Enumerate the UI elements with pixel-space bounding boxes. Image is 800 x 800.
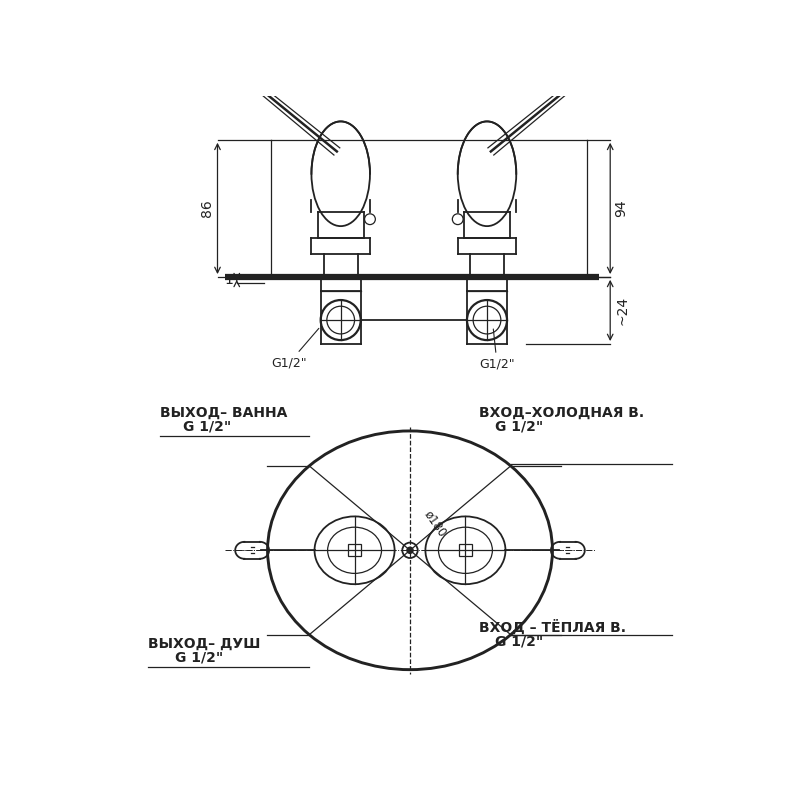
- Bar: [349, 544, 361, 557]
- Text: ВХОД–ХОЛОДНАЯ В.: ВХОД–ХОЛОДНАЯ В.: [479, 406, 645, 419]
- Text: G1/2": G1/2": [479, 329, 515, 371]
- Text: G 1/2": G 1/2": [494, 635, 543, 649]
- Text: ВЫХОД– ВАННА: ВЫХОД– ВАННА: [160, 406, 287, 419]
- Text: ø180: ø180: [422, 507, 449, 539]
- Text: G 1/2": G 1/2": [175, 650, 223, 664]
- Text: ~24: ~24: [615, 296, 630, 325]
- Text: G1/2": G1/2": [271, 328, 319, 370]
- Bar: [459, 544, 472, 557]
- Text: 1: 1: [225, 273, 234, 287]
- Circle shape: [407, 547, 413, 554]
- Text: ВЫХОД– ДУШ: ВЫХОД– ДУШ: [148, 637, 261, 650]
- Text: G 1/2": G 1/2": [183, 419, 231, 434]
- Text: G 1/2": G 1/2": [494, 419, 543, 434]
- Text: 94: 94: [614, 200, 628, 218]
- Text: ВХОД – ТЁПЛАЯ В.: ВХОД – ТЁПЛАЯ В.: [479, 620, 626, 635]
- Text: 86: 86: [200, 199, 214, 218]
